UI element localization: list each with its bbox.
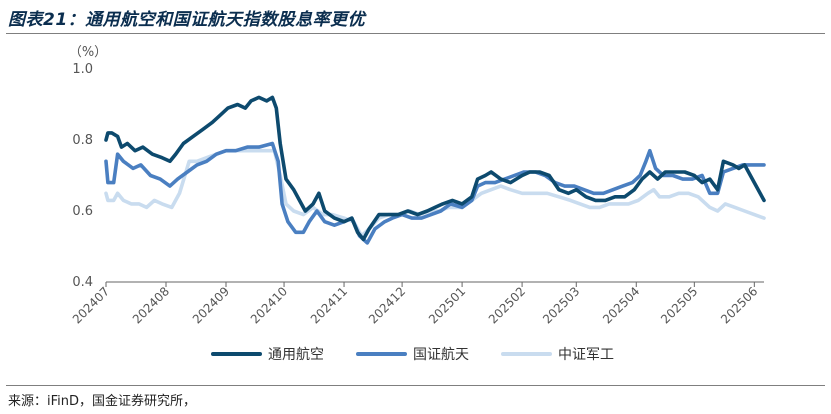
series-line bbox=[104, 141, 766, 245]
y-tick-label: 0.6 bbox=[72, 204, 93, 219]
y-axis: 1.0 0.8 0.6 0.4 bbox=[72, 62, 93, 290]
figure-title: 图表21：通用航空和国证航天指数股息率更优 bbox=[8, 10, 366, 30]
x-tick-label: 202505 bbox=[658, 284, 700, 326]
legend: 通用航空 国证航天 中证军工 bbox=[211, 347, 614, 363]
source-divider bbox=[6, 385, 825, 386]
title-divider bbox=[6, 33, 825, 34]
x-tick-label: 202412 bbox=[366, 284, 408, 326]
y-tick-label: 0.8 bbox=[72, 133, 93, 148]
x-tick-label: 202502 bbox=[486, 284, 528, 326]
source-note: 来源：iFinD，国金证券研究所， bbox=[8, 394, 197, 409]
x-tick-label: 202506 bbox=[718, 284, 760, 326]
legend-label: 通用航空 bbox=[268, 347, 324, 363]
y-tick-label: 0.4 bbox=[72, 275, 93, 290]
x-tick-label: 202408 bbox=[130, 284, 172, 326]
x-tick-label: 202410 bbox=[248, 284, 290, 326]
y-tick-label: 1.0 bbox=[72, 62, 93, 77]
line-chart: （%） 1.0 0.8 0.6 0.4 202407 202408 202409 20241… bbox=[69, 45, 766, 363]
x-axis: 202407 202408 202409 202410 202411 202412 2025… bbox=[70, 281, 764, 327]
x-tick-label: 202407 bbox=[70, 284, 112, 326]
legend-label: 中证军工 bbox=[558, 347, 614, 363]
legend-label: 国证航天 bbox=[413, 347, 469, 363]
series-line bbox=[104, 95, 766, 242]
y-unit-label: （%） bbox=[69, 45, 107, 60]
x-tick-label: 202504 bbox=[600, 284, 642, 326]
series-layer bbox=[104, 95, 766, 245]
x-tick-label: 202409 bbox=[190, 284, 232, 326]
x-tick-label: 202501 bbox=[426, 284, 468, 326]
x-tick-label: 202503 bbox=[540, 284, 582, 326]
x-tick-label: 202411 bbox=[308, 284, 350, 326]
